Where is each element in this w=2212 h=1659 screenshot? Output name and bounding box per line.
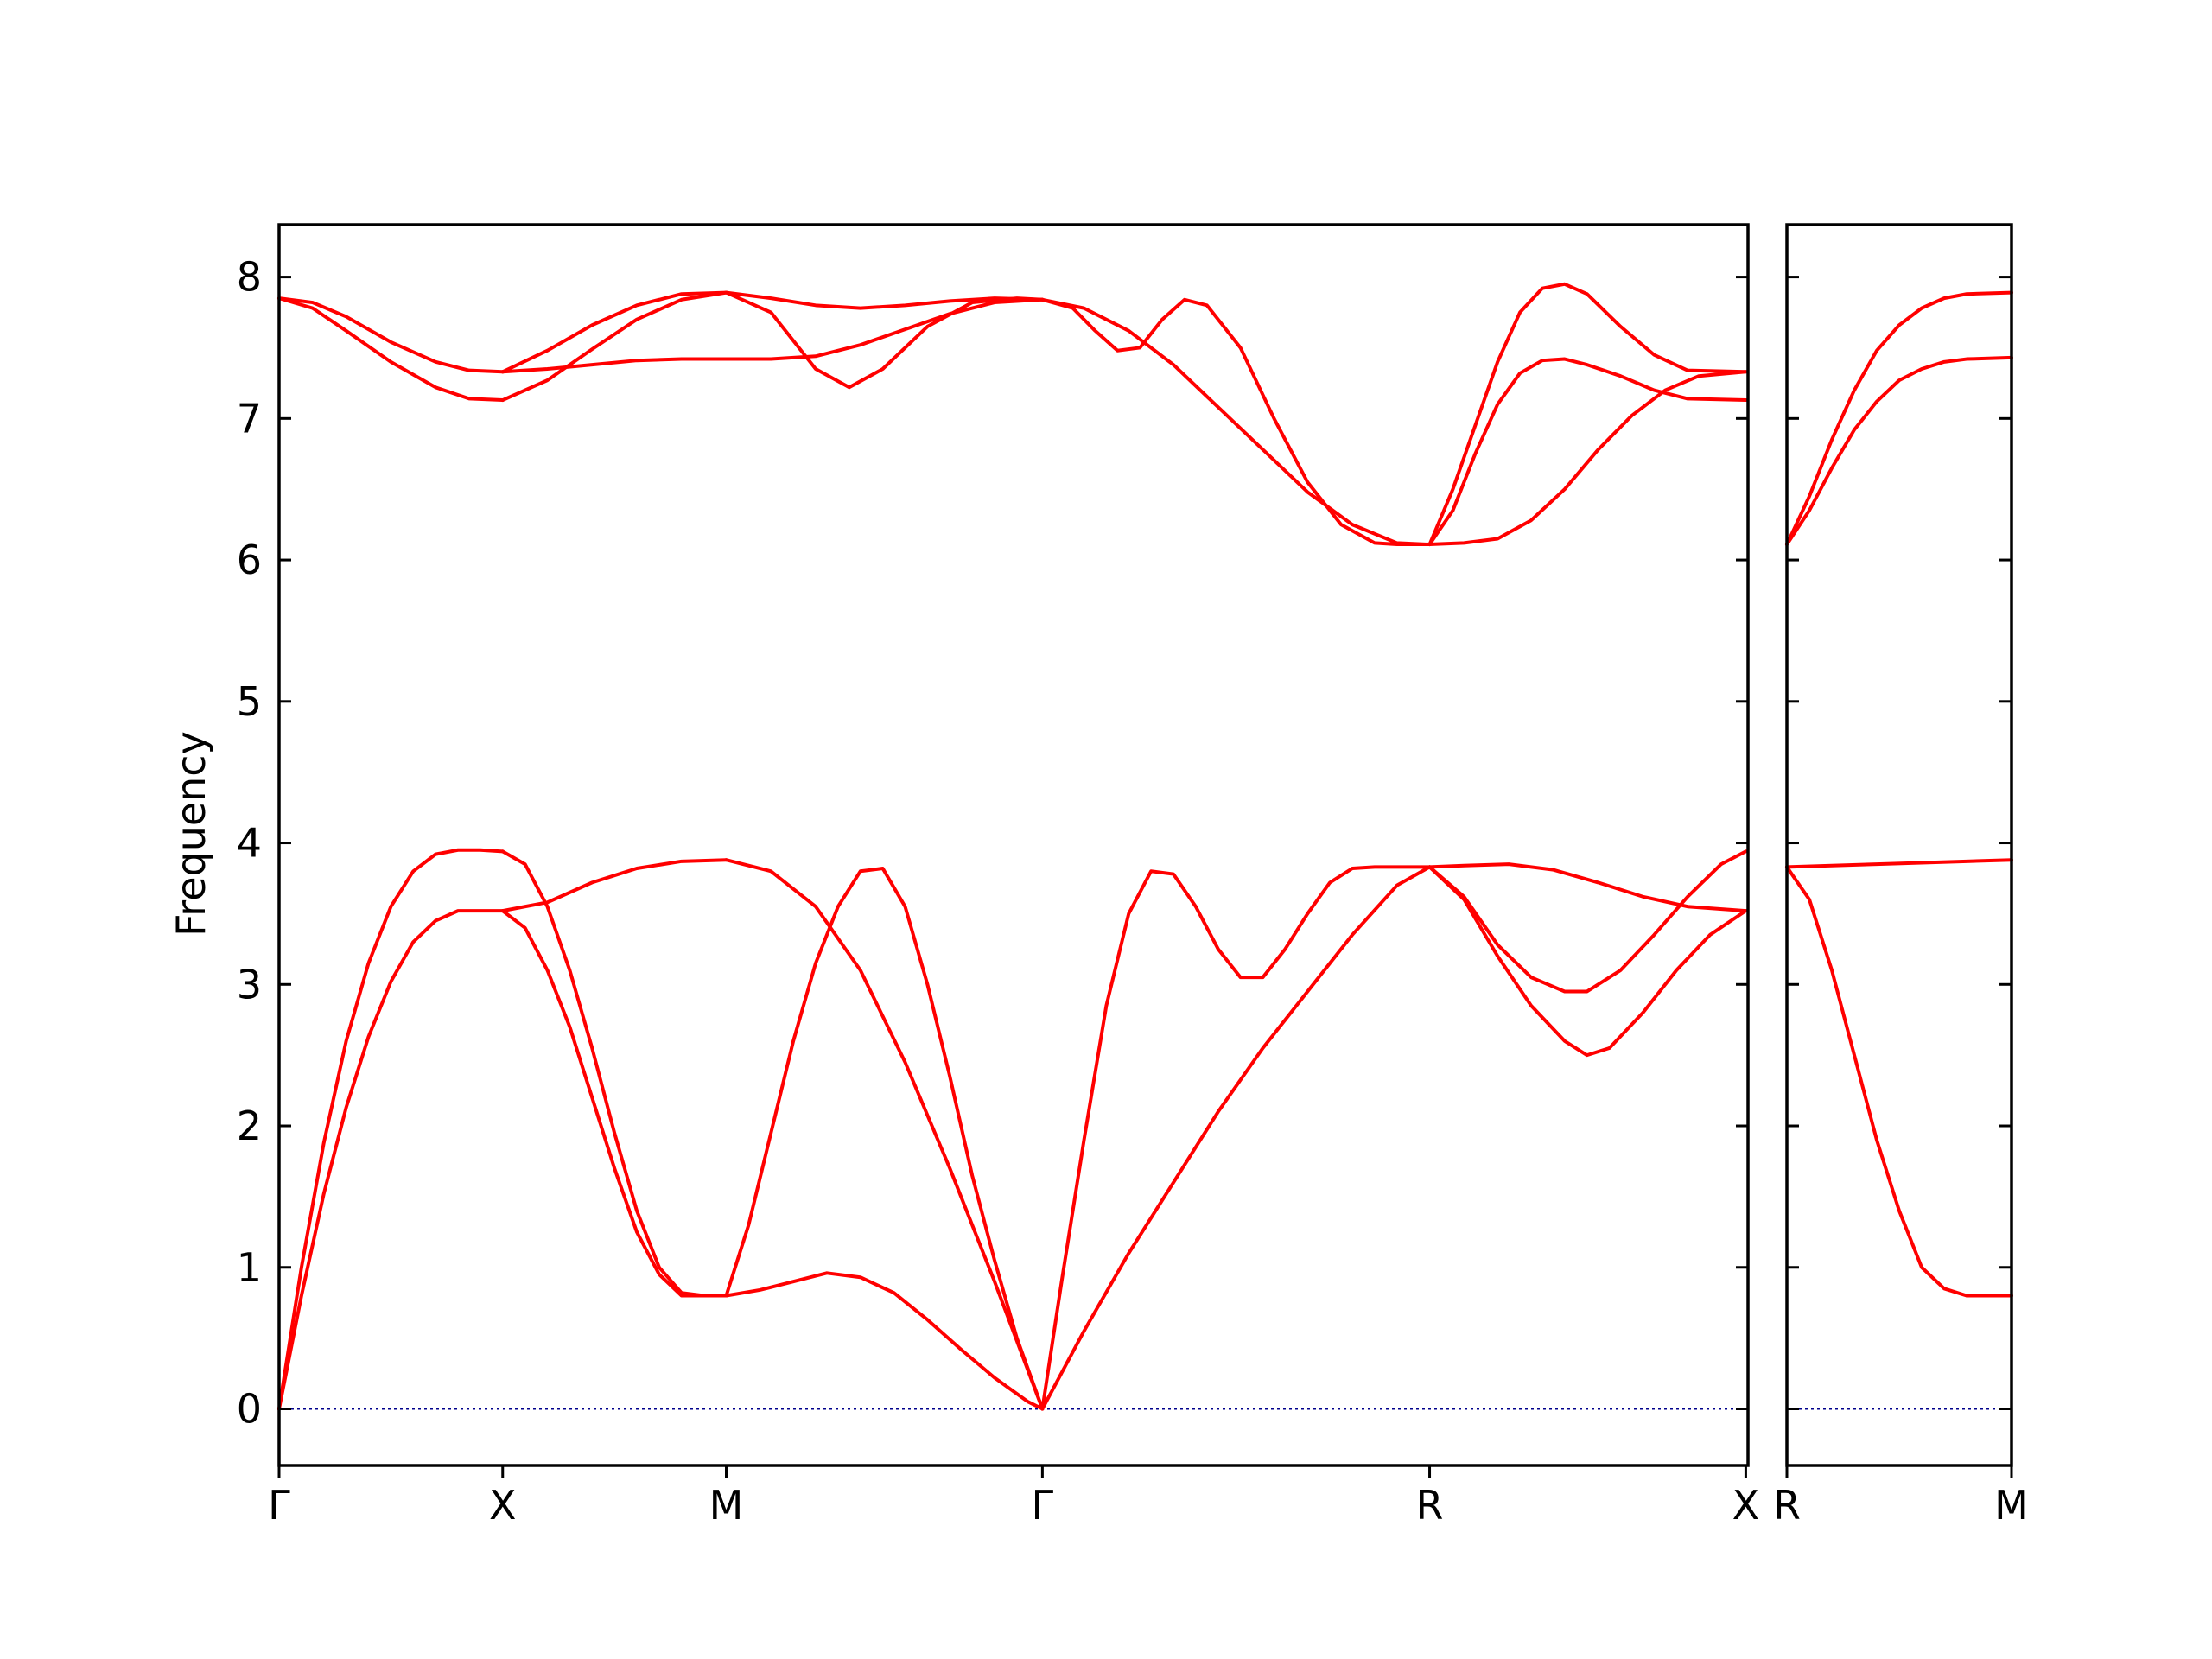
x-tick-label: X [1732, 1482, 1760, 1529]
band-line [500, 290, 728, 374]
band-line [1427, 865, 1748, 1058]
band-line [500, 858, 728, 913]
band-line [500, 849, 728, 1298]
band-line [277, 909, 505, 1411]
band-line [1785, 355, 2013, 547]
band-line [724, 867, 1045, 1411]
band-line [500, 290, 728, 403]
y-tick-label: 6 [237, 537, 262, 583]
band-line [500, 357, 728, 374]
y-tick-label: 1 [237, 1244, 262, 1291]
y-tick-label: 0 [237, 1386, 262, 1433]
band-line [724, 290, 1045, 390]
band-line [1040, 865, 1432, 1411]
band-line [1785, 858, 2013, 869]
y-axis-label: Frequency [168, 731, 214, 937]
band-line [1040, 297, 1432, 547]
band-line [1785, 865, 2013, 1298]
x-tick-label: M [1994, 1482, 2029, 1529]
x-tick-label: R [1773, 1482, 1801, 1529]
y-tick-label: 3 [237, 961, 262, 1007]
x-tick-label: R [1416, 1482, 1444, 1529]
band-line [724, 1271, 1045, 1411]
y-tick-label: 5 [237, 678, 262, 725]
band-line [724, 297, 1045, 361]
x-tick-label: M [709, 1482, 744, 1529]
band-line [1040, 865, 1432, 1411]
x-tick-label: Γ [268, 1482, 290, 1529]
y-tick-label: 7 [237, 395, 262, 442]
band-line [277, 296, 505, 403]
band-line [1040, 297, 1432, 547]
band-line [1427, 370, 1748, 547]
band-line [724, 858, 1045, 1411]
y-tick-label: 8 [237, 254, 262, 301]
y-tick-label: 4 [237, 820, 262, 867]
band-line [1427, 849, 1748, 994]
band-line [500, 909, 728, 1298]
band-line [277, 848, 505, 1411]
band-line [1427, 357, 1748, 547]
plot-frame [1785, 223, 2013, 1467]
band-line [277, 296, 505, 374]
y-tick-label: 2 [237, 1103, 262, 1149]
band-line [724, 290, 1045, 310]
main-panel: 0 1 2 3 4 5 6 7 8 Γ X M Γ R X [237, 223, 1760, 1529]
x-tick-label: Γ [1032, 1482, 1054, 1529]
plot-frame [277, 223, 1750, 1467]
band-line [1785, 290, 2013, 547]
band-line [1427, 282, 1748, 547]
x-tick-label: X [489, 1482, 517, 1529]
